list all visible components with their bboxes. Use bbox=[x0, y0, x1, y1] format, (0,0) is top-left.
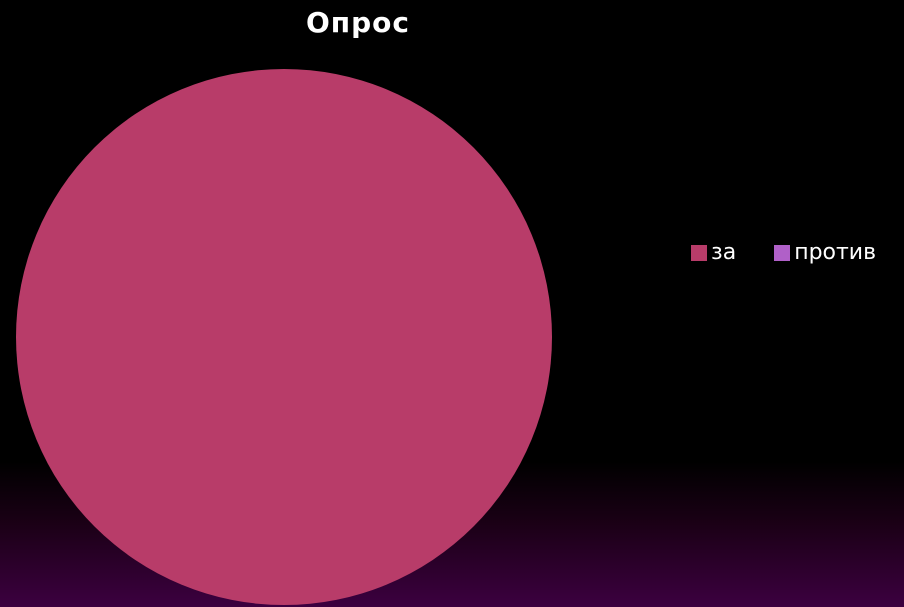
pie-slices bbox=[16, 69, 552, 605]
legend-label-protiv: против bbox=[794, 240, 876, 265]
legend-label-za: за bbox=[711, 240, 736, 265]
legend-item-za: за bbox=[691, 240, 736, 265]
legend: за против bbox=[691, 240, 876, 265]
legend-swatch-za bbox=[691, 245, 707, 261]
legend-swatch-protiv bbox=[774, 245, 790, 261]
legend-item-protiv: против bbox=[774, 240, 876, 265]
